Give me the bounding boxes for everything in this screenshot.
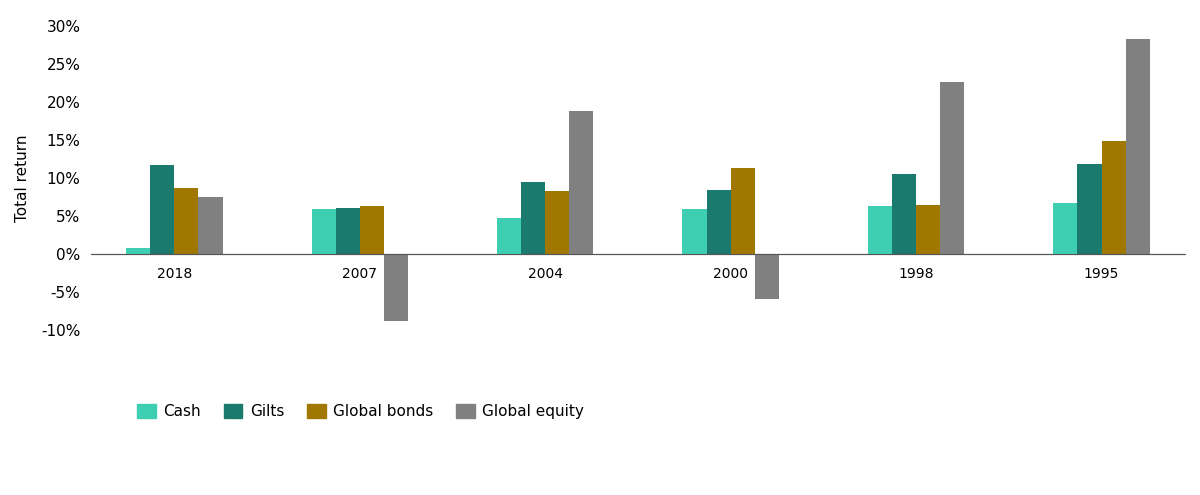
Bar: [868, 206, 892, 254]
Bar: [360, 206, 384, 254]
Bar: [336, 208, 360, 254]
Bar: [707, 190, 731, 254]
Bar: [126, 248, 150, 254]
Legend: Cash, Gilts, Global bonds, Global equity: Cash, Gilts, Global bonds, Global equity: [131, 398, 590, 425]
Bar: [941, 82, 965, 254]
Bar: [497, 218, 521, 254]
Bar: [731, 168, 755, 254]
Bar: [384, 254, 408, 321]
Bar: [683, 208, 707, 254]
Y-axis label: Total return: Total return: [14, 135, 30, 222]
Bar: [174, 188, 198, 254]
Bar: [1078, 164, 1102, 254]
Bar: [916, 205, 941, 254]
Bar: [150, 165, 174, 254]
Bar: [521, 182, 545, 254]
Bar: [892, 174, 916, 254]
Bar: [545, 191, 569, 254]
Bar: [1102, 141, 1126, 254]
Bar: [198, 197, 222, 254]
Bar: [755, 254, 779, 299]
Bar: [1054, 203, 1078, 254]
Bar: [569, 111, 594, 254]
Bar: [1126, 39, 1150, 254]
Bar: [312, 208, 336, 254]
